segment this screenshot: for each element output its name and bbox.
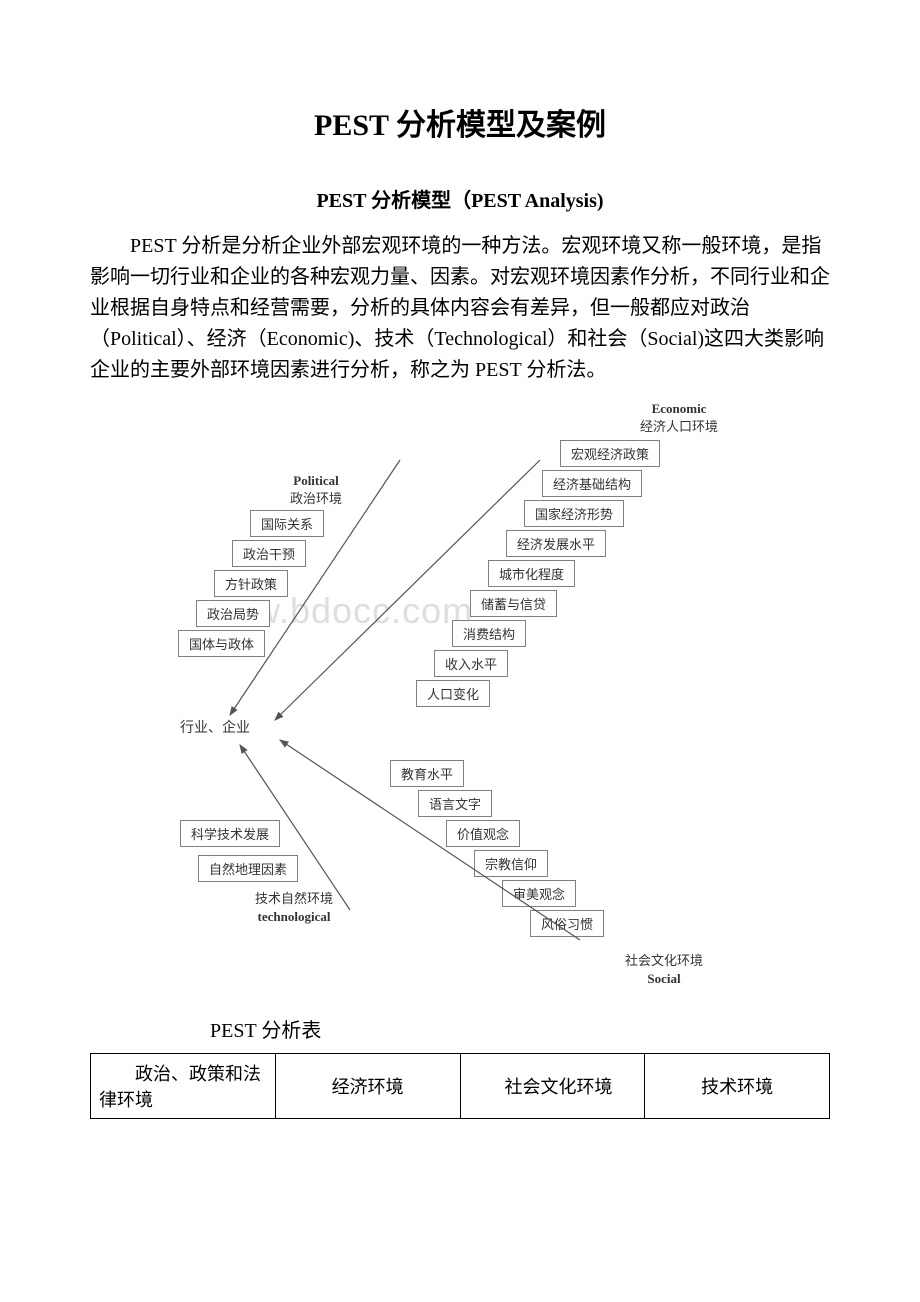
page-title: PEST 分析模型及案例 — [90, 100, 830, 144]
table-caption: PEST 分析表 — [210, 1014, 830, 1043]
table-cell-1: 经济环境 — [275, 1054, 460, 1119]
intro-paragraph: PEST 分析是分析企业外部宏观环境的一种方法。宏观环境又称一般环境，是指影响一… — [90, 231, 830, 386]
page-subtitle: PEST 分析模型（PEST Analysis) — [90, 184, 830, 213]
pest-table: 政治、政策和法律环境经济环境 社会文化环境技术环境 — [90, 1053, 830, 1119]
table-cell-2: 社会文化环境 — [460, 1054, 645, 1119]
table-cell-0: 政治、政策和法律环境 — [91, 1054, 276, 1119]
table-row: 政治、政策和法律环境经济环境 社会文化环境技术环境 — [91, 1054, 830, 1119]
table-cell-3: 技术环境 — [645, 1054, 830, 1119]
pest-diagram-wrap: www.bdocc.com Political政治环境Economic经济人口环… — [90, 400, 830, 990]
pest-diagram: www.bdocc.com Political政治环境Economic经济人口环… — [160, 400, 760, 990]
